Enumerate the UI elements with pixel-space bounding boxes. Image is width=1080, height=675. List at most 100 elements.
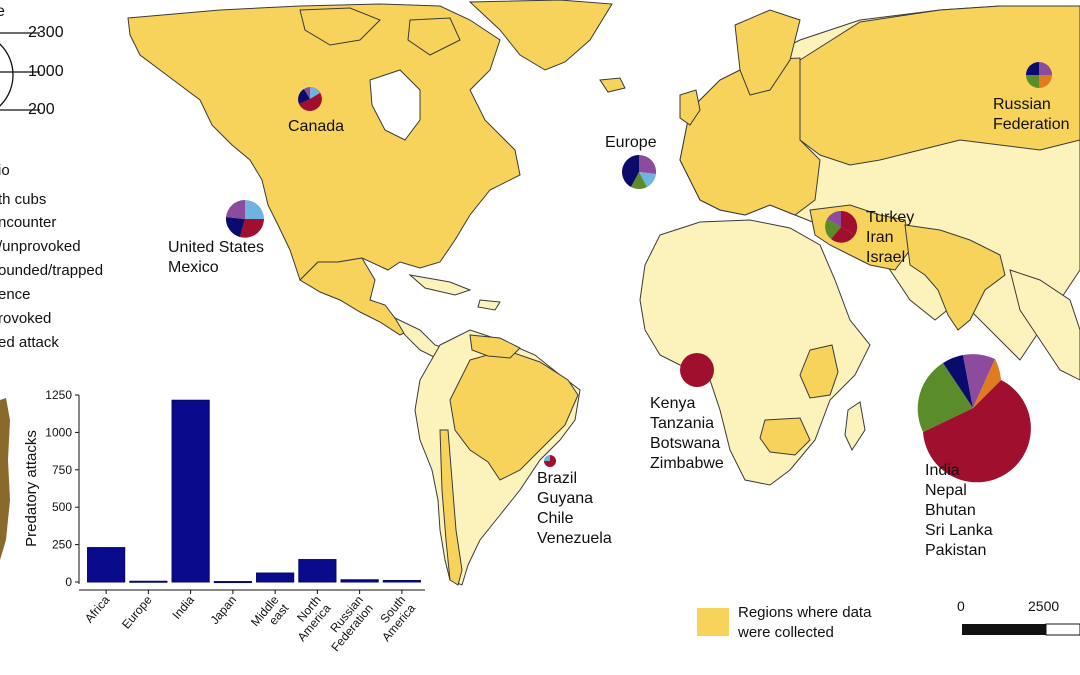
size-legend-value-large: 2300 xyxy=(28,24,64,41)
region-label-line: Israel xyxy=(866,249,906,266)
size-legend-value-small: 200 xyxy=(28,101,55,118)
category-legend-item: ncounter xyxy=(0,214,57,231)
region-label-line: Federation xyxy=(993,116,1070,133)
region-label-europe: Europe xyxy=(605,133,657,153)
y-tick-label: 1000 xyxy=(45,425,72,439)
kenya-tanzania-collected xyxy=(799,344,839,399)
pie-europe xyxy=(622,154,657,189)
south-asia-collected xyxy=(904,224,1006,331)
predatory-attacks-bar-chart: 0 250 500 750 1000 1250 Predatory attacks Afric… xyxy=(23,388,425,654)
y-tick-label: 0 xyxy=(65,575,72,589)
size-legend-circles xyxy=(0,32,40,111)
zimbabwe-botswana-collected xyxy=(759,417,811,456)
hudson-bay xyxy=(369,69,421,141)
x-tick-label: Middleeast xyxy=(248,592,292,637)
x-tick-label: Africa xyxy=(82,593,113,626)
pie-canada xyxy=(298,87,322,111)
brazil-collected xyxy=(449,349,579,481)
madagascar xyxy=(844,401,866,452)
greenland xyxy=(468,0,613,71)
region-label-line: Pakistan xyxy=(925,542,987,559)
region-label-middle-east: Turkey Iran Israel xyxy=(866,208,914,268)
region-label-line: Chile xyxy=(537,510,574,527)
scale-bar xyxy=(962,623,1080,636)
region-label-line: Brazil xyxy=(537,470,578,487)
x-tick-label: Japan xyxy=(207,593,239,627)
data-legend-swatch xyxy=(697,608,729,636)
y-tick-label: 750 xyxy=(52,463,72,477)
region-label-africa: Kenya Tanzania Botswana Zimbabwe xyxy=(650,394,724,474)
bar xyxy=(298,559,337,583)
region-label-line: Kenya xyxy=(650,395,696,412)
caribbean xyxy=(408,274,501,311)
category-legend-item: ed attack xyxy=(0,334,59,351)
category-legend-item: ence xyxy=(0,286,31,303)
x-tick-label-word: Japan xyxy=(207,593,239,627)
x-tick-label-word: Africa xyxy=(82,593,113,626)
scandinavia xyxy=(734,9,801,96)
category-legend-item: rovoked xyxy=(0,310,52,327)
bar xyxy=(340,579,379,583)
region-label-line: Bhutan xyxy=(925,502,976,519)
pie-us-mexico xyxy=(225,199,264,238)
venezuela-guyana-collected xyxy=(469,334,521,359)
pie-africa xyxy=(680,353,714,387)
arctic-islands xyxy=(299,7,461,56)
north-america-landmass xyxy=(127,3,521,281)
y-tick-label: 500 xyxy=(52,500,72,514)
region-label-line: Zimbabwe xyxy=(650,455,724,472)
pie-south-america xyxy=(544,455,556,467)
size-legend-value-medium: 1000 xyxy=(28,63,64,80)
y-axis-title: Predatory attacks xyxy=(23,430,40,547)
bar xyxy=(256,572,295,583)
x-tick-label: NorthAmerica xyxy=(285,593,334,644)
region-label-line: Turkey xyxy=(866,209,915,226)
bar xyxy=(171,399,210,583)
bar xyxy=(87,547,126,583)
x-tick-label-word: Europe xyxy=(119,593,155,632)
data-legend-line: Regions where data xyxy=(738,604,872,621)
y-tick-label: 1250 xyxy=(45,388,72,402)
pie-middle-east xyxy=(825,210,858,243)
chile-collected xyxy=(439,429,463,586)
region-label-russia: Russian Federation xyxy=(993,95,1070,135)
region-label-line: Tanzania xyxy=(650,415,715,432)
x-tick-label: India xyxy=(169,593,197,622)
region-label-line: Sri Lanka xyxy=(925,522,993,539)
region-label-line: Botswana xyxy=(650,435,721,452)
bear-photo-fragment xyxy=(0,398,10,560)
bar xyxy=(382,580,421,583)
iceland xyxy=(599,77,626,93)
region-label-line: India xyxy=(925,462,960,479)
region-label-us-mexico: United States Mexico xyxy=(168,238,264,278)
region-label-line: Guyana xyxy=(537,490,594,507)
southeast-asia xyxy=(1009,269,1080,381)
pie-south-asia xyxy=(917,354,1031,483)
y-tick-label: 250 xyxy=(52,538,72,552)
scale-label-mid: 2500 xyxy=(1028,598,1060,614)
region-label-canada: Canada xyxy=(288,117,344,137)
region-label-line: Canada xyxy=(288,118,345,135)
region-label-line: Europe xyxy=(605,134,657,151)
category-legend-item: /unprovoked xyxy=(0,238,81,255)
region-label-south-america: Brazil Guyana Chile Venezuela xyxy=(537,469,612,549)
x-tick-label: Europe xyxy=(119,593,155,632)
russia-collected xyxy=(789,5,1080,166)
region-label-south-asia: India Nepal Bhutan Sri Lanka Pakistan xyxy=(925,461,993,561)
region-label-line: Venezuela xyxy=(537,530,612,547)
mexico-landmass xyxy=(299,257,411,336)
africa-landmass xyxy=(639,219,871,486)
category-legend-title-fragment: io xyxy=(0,162,10,179)
data-legend-line: were collected xyxy=(738,624,834,641)
bar xyxy=(213,581,252,584)
data-legend-text: Regions where data were collected xyxy=(738,603,871,643)
category-legend-item: th cubs xyxy=(0,191,47,208)
x-tick-label: SouthAmerica xyxy=(369,593,418,644)
uk-ireland xyxy=(679,89,701,126)
size-legend-title-fragment: e xyxy=(0,3,5,20)
region-label-line: Mexico xyxy=(168,259,219,276)
pie-russia xyxy=(1026,62,1052,88)
region-label-line: United States xyxy=(168,239,265,256)
category-legend-item: ounded/trapped xyxy=(0,262,104,279)
